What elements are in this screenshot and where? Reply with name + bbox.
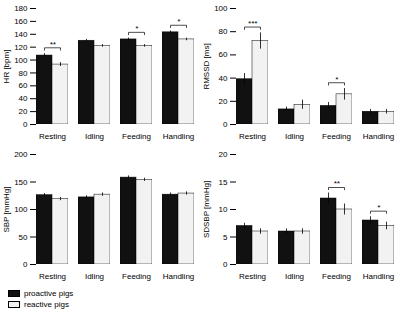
svg-text:180: 180 (14, 4, 28, 13)
svg-text:Feeding: Feeding (122, 132, 151, 141)
svg-text:**: ** (49, 40, 56, 49)
svg-text:20: 20 (19, 107, 28, 116)
svg-text:*: * (135, 24, 139, 33)
svg-text:*: * (335, 75, 339, 84)
svg-text:Handling: Handling (163, 132, 195, 141)
svg-text:80: 80 (219, 27, 228, 36)
svg-text:5: 5 (223, 233, 228, 242)
svg-text:Idling: Idling (85, 132, 104, 141)
svg-text:15: 15 (219, 178, 228, 187)
svg-text:20: 20 (219, 150, 228, 159)
svg-text:100: 100 (214, 4, 228, 13)
svg-text:Resting: Resting (239, 132, 266, 141)
svg-text:150: 150 (14, 178, 28, 187)
svg-text:0: 0 (223, 260, 228, 269)
svg-text:SBP [mmHg]: SBP [mmHg] (2, 186, 11, 232)
svg-text:Resting: Resting (39, 272, 66, 281)
html-text:reactive pigs: reactive pigs (24, 300, 69, 309)
svg-text:40: 40 (219, 74, 228, 83)
svg-text:200: 200 (14, 150, 28, 159)
svg-text:140: 140 (14, 30, 28, 39)
svg-text:Feeding: Feeding (322, 272, 351, 281)
svg-text:Resting: Resting (39, 132, 66, 141)
svg-text:40: 40 (19, 94, 28, 103)
svg-text:Handling: Handling (163, 272, 195, 281)
svg-text:Handling: Handling (363, 132, 395, 141)
svg-text:Feeding: Feeding (322, 132, 351, 141)
svg-text:20: 20 (219, 97, 228, 106)
svg-text:**: ** (333, 179, 340, 188)
svg-text:SDSBP [mmHg]: SDSBP [mmHg] (202, 181, 211, 238)
svg-text:160: 160 (14, 17, 28, 26)
svg-text:60: 60 (219, 50, 228, 59)
svg-text:10: 10 (219, 205, 228, 214)
svg-text:Idling: Idling (85, 272, 104, 281)
html-text:proactive pigs: proactive pigs (24, 289, 74, 298)
svg-text:120: 120 (14, 43, 28, 52)
svg-text:*: * (377, 203, 381, 212)
svg-text:0: 0 (23, 120, 28, 129)
svg-text:***: *** (248, 19, 258, 28)
svg-text:80: 80 (19, 69, 28, 78)
svg-text:Resting: Resting (239, 272, 266, 281)
svg-text:60: 60 (19, 81, 28, 90)
svg-text:Handling: Handling (363, 272, 395, 281)
svg-text:100: 100 (14, 205, 28, 214)
svg-text:0: 0 (23, 260, 28, 269)
svg-text:RMSSD [ms]: RMSSD [ms] (202, 43, 211, 89)
svg-text:Idling: Idling (285, 132, 304, 141)
svg-text:*: * (177, 17, 181, 26)
svg-text:Idling: Idling (285, 272, 304, 281)
svg-text:100: 100 (14, 56, 28, 65)
svg-text:Feeding: Feeding (122, 272, 151, 281)
svg-text:0: 0 (223, 120, 228, 129)
svg-text:HR [bpm]: HR [bpm] (2, 50, 11, 84)
svg-text:50: 50 (19, 233, 28, 242)
